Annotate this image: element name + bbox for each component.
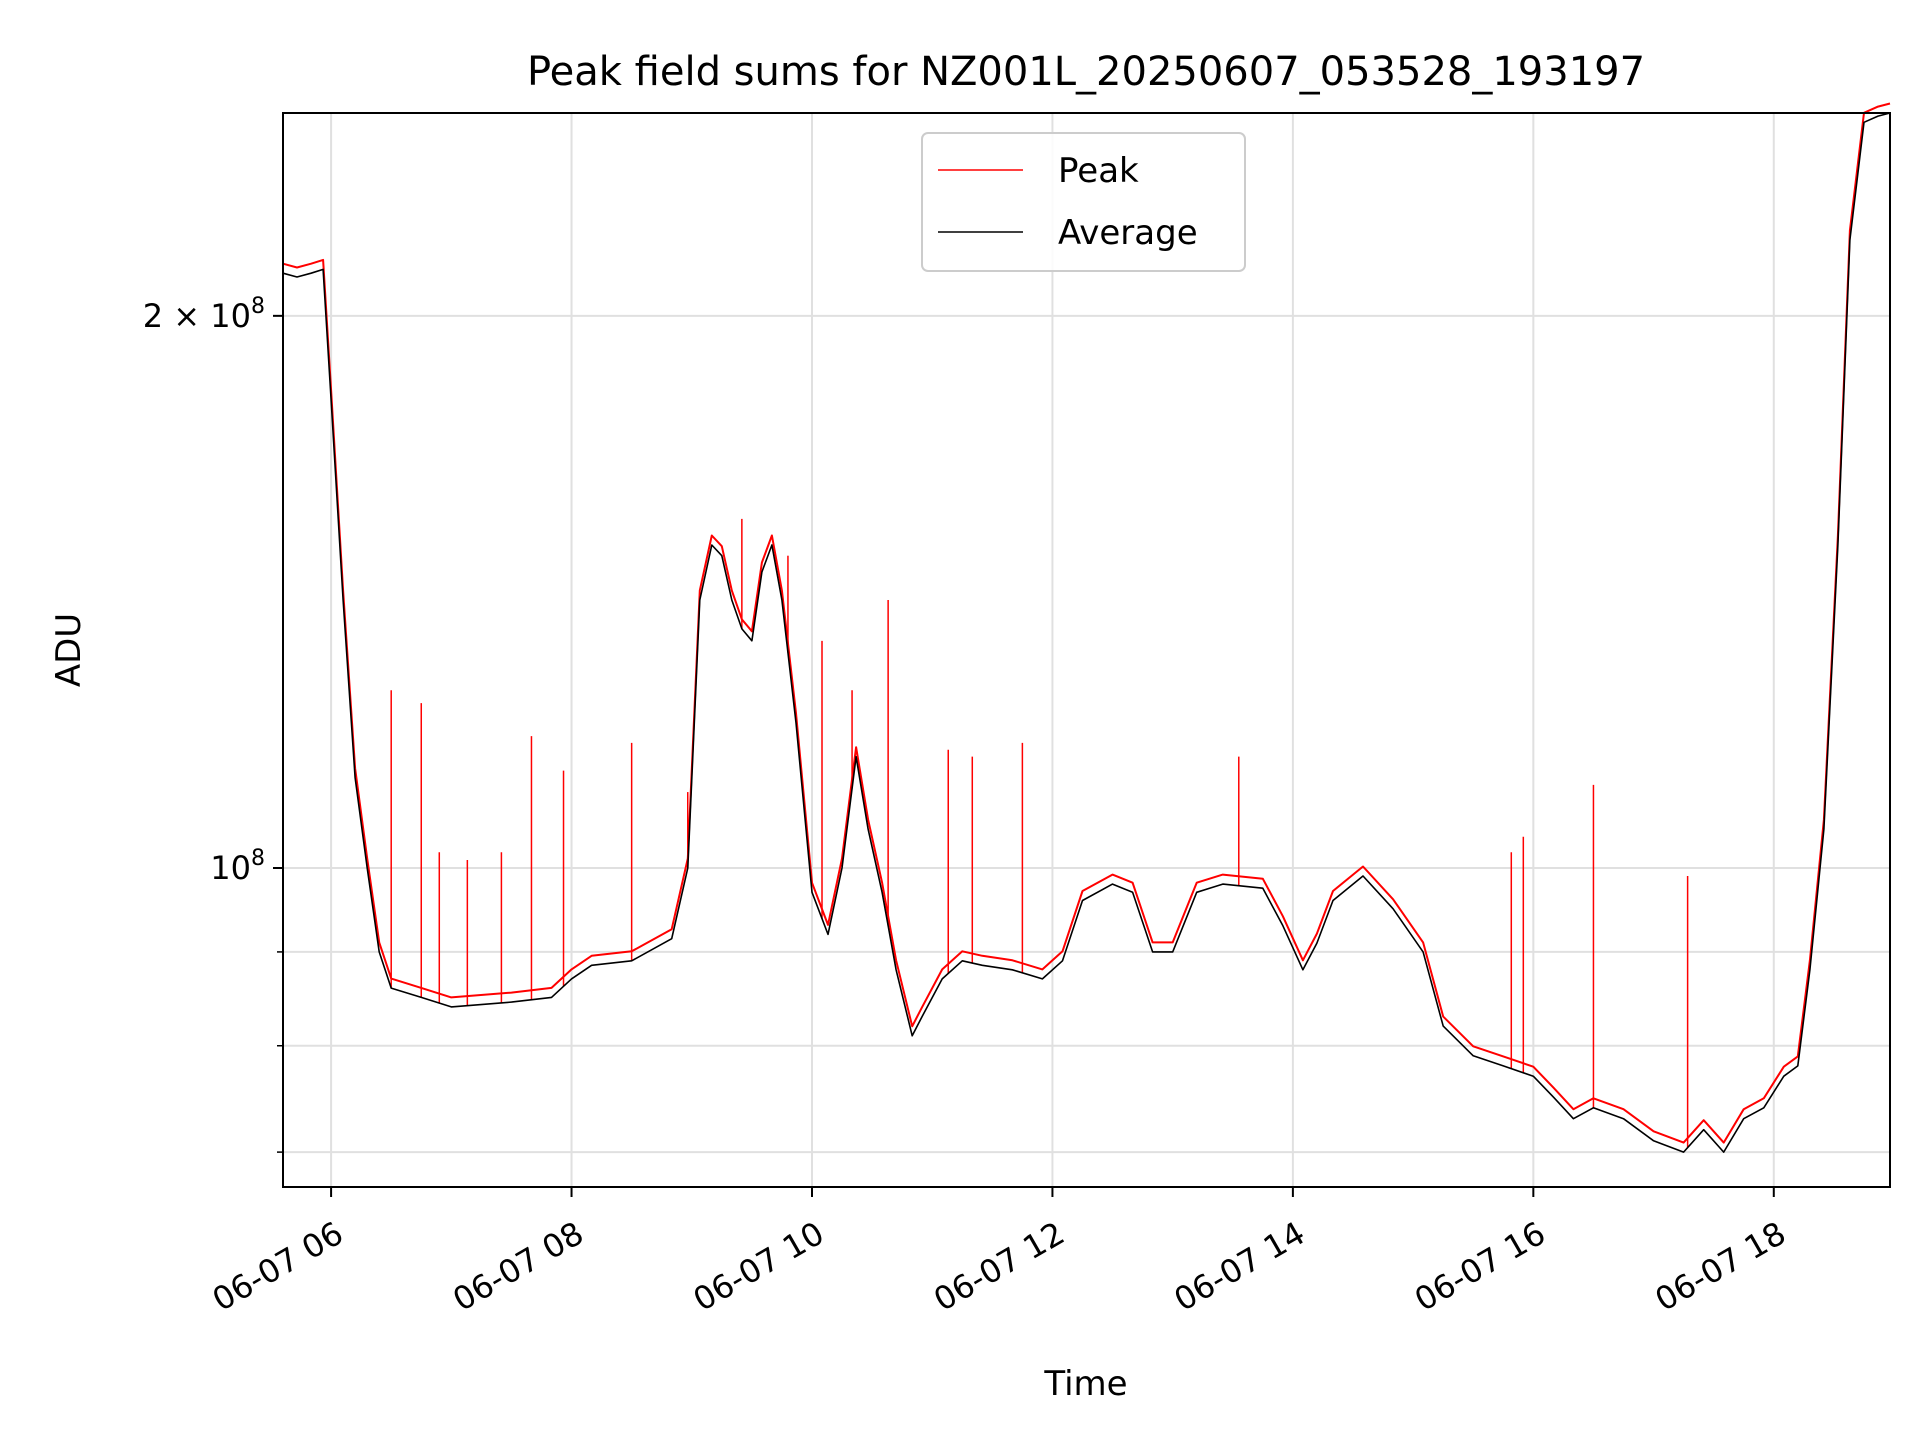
plot-frame xyxy=(282,112,1891,1188)
y-tick-label: 2 × 108 xyxy=(143,294,265,335)
x-tick-label: 06-07 06 xyxy=(206,1214,350,1319)
x-tick-label: 06-07 12 xyxy=(927,1214,1071,1319)
x-tick-label: 06-07 08 xyxy=(446,1214,590,1319)
series-group xyxy=(282,102,1891,1153)
legend-box xyxy=(921,132,1246,272)
series-average-line xyxy=(282,112,1891,1153)
x-tick-label: 06-07 10 xyxy=(687,1214,831,1319)
x-axis: 06-07 06 06-07 08 06-07 10 06-07 12 06-07 14… xyxy=(206,1187,1792,1319)
x-tick-label: 06-07 18 xyxy=(1649,1214,1793,1319)
series-peak-line xyxy=(282,102,1891,1144)
y-axis: 2 × 108 108 xyxy=(143,294,283,1153)
legend-label-average: Average xyxy=(1058,213,1198,253)
legend-label-peak: Peak xyxy=(1058,151,1139,191)
legend: Peak Average xyxy=(921,132,1246,272)
grid xyxy=(283,113,1890,1187)
x-axis-label: Time xyxy=(1043,1364,1127,1404)
x-tick-label: 06-07 16 xyxy=(1408,1214,1552,1319)
chart-title: Peak field sums for NZ001L_20250607_0535… xyxy=(527,49,1645,95)
x-tick-label: 06-07 14 xyxy=(1168,1214,1312,1319)
y-axis-label: ADU xyxy=(49,613,89,687)
y-tick-label: 108 xyxy=(210,846,265,887)
